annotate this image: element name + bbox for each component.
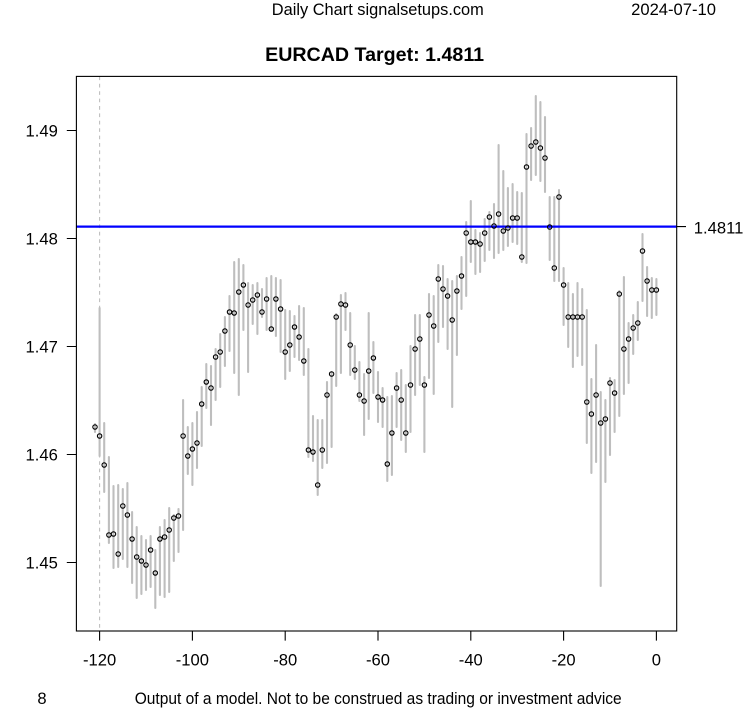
svg-text:-80: -80: [273, 650, 297, 669]
svg-text:Output of a model. Not to be c: Output of a model. Not to be construed a…: [135, 689, 622, 708]
svg-text:-40: -40: [459, 650, 483, 669]
svg-text:EURCAD Target: 1.4811: EURCAD Target: 1.4811: [265, 44, 484, 66]
svg-text:2024-07-10: 2024-07-10: [631, 0, 716, 19]
svg-text:Daily Chart signalsetups.com: Daily Chart signalsetups.com: [272, 0, 484, 19]
svg-text:1.48: 1.48: [26, 230, 58, 249]
svg-text:-60: -60: [366, 650, 390, 669]
svg-text:1.49: 1.49: [26, 122, 58, 141]
svg-text:0: 0: [652, 650, 661, 669]
svg-text:-20: -20: [552, 650, 576, 669]
svg-text:-100: -100: [176, 650, 209, 669]
svg-text:1.46: 1.46: [26, 446, 58, 465]
svg-text:1.45: 1.45: [26, 554, 58, 573]
svg-text:-120: -120: [83, 650, 116, 669]
svg-text:1.47: 1.47: [26, 338, 58, 357]
svg-text:8: 8: [37, 689, 46, 708]
svg-text:1.4811: 1.4811: [694, 219, 744, 238]
